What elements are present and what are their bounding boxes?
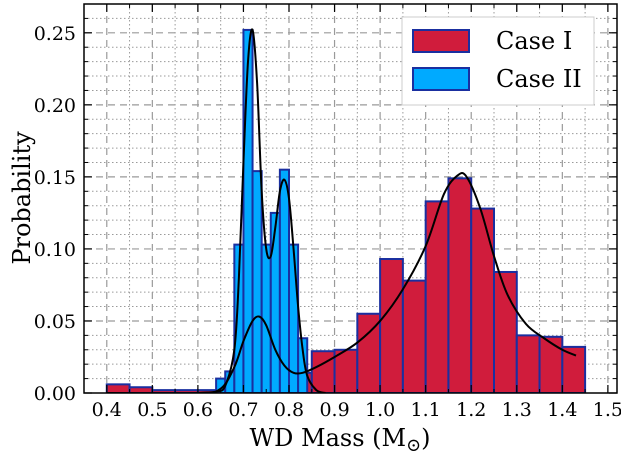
x-tick-label: 0.8: [274, 399, 304, 421]
x-axis-title: WD Mass (M⊙): [249, 424, 430, 456]
x-tick-label: 0.5: [137, 399, 167, 421]
case-i-bar: [447, 177, 473, 393]
legend: Case I Case II: [401, 16, 595, 106]
case-ii-bar: [251, 170, 263, 393]
y-tick-label: 0.05: [34, 311, 76, 333]
legend-swatch-case-i: [412, 29, 470, 53]
x-tick-label: 1.3: [502, 399, 532, 421]
case-i-bar: [561, 345, 587, 393]
y-tick-labels: 0.00 0.05 0.10 0.15 0.20 0.25: [34, 23, 76, 405]
case-i-bar: [515, 334, 541, 393]
x-tick-label: 1.4: [547, 399, 577, 421]
case-i-bar: [401, 279, 427, 393]
fit-curves: [106, 28, 577, 393]
case-i-bar: [333, 348, 359, 393]
x-tick-label: 0.7: [228, 399, 258, 421]
y-tick-label: 0.15: [34, 167, 76, 189]
x-tick-label: 0.4: [92, 399, 122, 421]
case-i-bar: [105, 383, 131, 393]
case-ii-bar: [297, 337, 309, 393]
case-ii-bars: [215, 28, 309, 393]
x-tick-label: 1.2: [456, 399, 486, 421]
x-tick-label: 0.6: [183, 399, 213, 421]
case-i-bar: [470, 207, 496, 393]
y-axis-title: Probability: [8, 131, 36, 265]
legend-label-case-i: Case I: [496, 27, 572, 55]
case-i-bar: [538, 335, 564, 393]
plot-frame: [83, 3, 618, 394]
y-tick-label: 0.10: [34, 239, 76, 261]
x-tick-label: 1.5: [593, 399, 621, 421]
x-tick-labels: 0.4 0.5 0.6 0.7 0.8 0.9 1.0 1.1 1.2 1.3 1.4 1.5: [92, 399, 621, 421]
case-ii-fit-curve: [197, 28, 326, 393]
y-tick-label: 0.20: [34, 95, 76, 117]
legend-label-case-ii: Case II: [496, 65, 582, 93]
case-i-bar: [310, 350, 336, 393]
case-i-bar: [128, 386, 154, 393]
case-i-fit-curve: [106, 172, 577, 393]
x-tick-label: 1.1: [411, 399, 441, 421]
case-ii-bar: [269, 211, 281, 393]
axis-ticks: [83, 4, 617, 394]
case-i-bar: [424, 200, 450, 393]
x-tick-label: 0.9: [319, 399, 349, 421]
y-tick-label: 0.25: [34, 23, 76, 45]
y-tick-label: 0.00: [34, 383, 76, 405]
case-i-bar: [379, 258, 404, 393]
case-i-bars: [105, 177, 587, 393]
legend-swatch-case-ii: [412, 67, 470, 91]
x-tick-label: 1.0: [365, 399, 395, 421]
